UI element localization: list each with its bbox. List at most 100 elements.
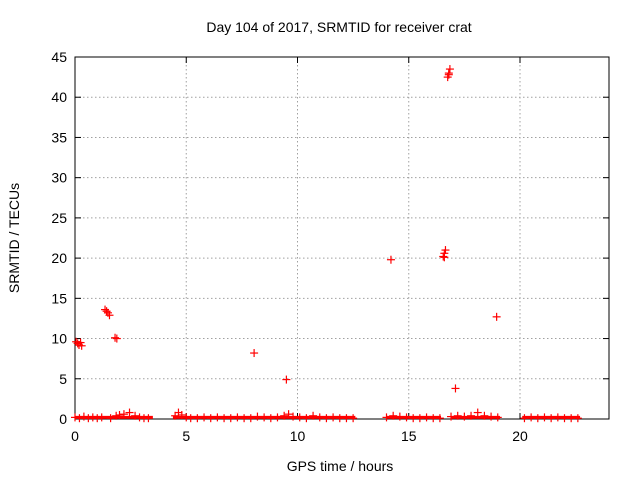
data-point (473, 408, 482, 417)
data-point (97, 413, 106, 422)
data-point (260, 413, 269, 422)
x-tick-label: 15 (401, 428, 417, 444)
data-point (382, 413, 391, 422)
data-point (342, 414, 351, 423)
data-point (135, 413, 144, 422)
data-point (302, 414, 311, 423)
y-tick-label: 45 (51, 49, 67, 65)
y-tick-label: 35 (51, 129, 67, 145)
data-point (487, 412, 496, 421)
data-point (402, 413, 411, 422)
data-point (106, 414, 115, 423)
data-point (429, 414, 438, 423)
data-point (415, 414, 424, 423)
data-point (280, 411, 289, 420)
data-point (93, 414, 102, 423)
y-tick-label: 10 (51, 331, 67, 347)
data-point (349, 414, 358, 423)
data-point (115, 410, 124, 419)
data-point (520, 414, 529, 423)
data-point (119, 410, 128, 419)
data-point (444, 70, 453, 79)
data-point (266, 414, 275, 423)
data-point (77, 341, 86, 350)
data-point (329, 413, 338, 422)
data-point (435, 414, 444, 423)
data-point (447, 412, 456, 421)
data-point (220, 414, 229, 423)
data-point (250, 349, 259, 358)
data-point (453, 411, 462, 420)
data-point (553, 413, 562, 422)
data-point (105, 311, 114, 320)
data-point (177, 410, 186, 419)
data-point (445, 65, 454, 74)
data-point (75, 414, 84, 423)
data-point (547, 414, 556, 423)
data-point (79, 412, 88, 421)
y-tick-label: 20 (51, 250, 67, 266)
data-point (233, 413, 242, 422)
data-point (240, 414, 249, 423)
data-point (422, 413, 431, 422)
y-tick-label: 40 (51, 89, 67, 105)
data-point (213, 413, 222, 422)
data-point (540, 413, 549, 422)
data-point (273, 413, 282, 422)
x-tick-label: 0 (71, 428, 79, 444)
data-point (567, 414, 576, 423)
data-point (335, 414, 344, 423)
data-point (182, 413, 191, 422)
data-point (492, 312, 501, 321)
data-point (112, 334, 121, 343)
data-point (386, 255, 395, 264)
data-point (441, 246, 450, 255)
data-point (315, 413, 324, 422)
plot-frame (74, 56, 610, 420)
x-axis-label: GPS time / hours (287, 458, 394, 474)
data-point (253, 412, 262, 421)
data-point (226, 414, 235, 423)
data-point (409, 414, 418, 423)
data-point (573, 414, 582, 423)
data-point (533, 414, 542, 423)
data-point (440, 253, 449, 262)
chart-title: Day 104 of 2017, SRMTID for receiver cra… (206, 19, 471, 35)
y-axis-label: SRMTID / TECUs (6, 183, 22, 293)
data-point (284, 410, 293, 419)
data-point (460, 412, 469, 421)
data-points (71, 65, 582, 423)
data-point (389, 411, 398, 420)
data-point (493, 413, 502, 422)
data-point (206, 414, 215, 423)
data-point (125, 408, 134, 417)
data-point (186, 414, 195, 423)
data-point (246, 414, 255, 423)
y-tick-label: 15 (51, 290, 67, 306)
data-point (322, 414, 331, 423)
data-point (144, 414, 153, 423)
y-tick-label: 25 (51, 210, 67, 226)
data-point (451, 384, 460, 393)
data-point (112, 411, 121, 420)
data-point (527, 413, 536, 422)
data-point (71, 413, 79, 422)
x-tick-label: 20 (512, 428, 528, 444)
y-tick-label: 30 (51, 170, 67, 186)
grid-lines (75, 57, 609, 419)
data-point (88, 413, 97, 422)
y-tick-label: 0 (59, 411, 67, 427)
data-point (111, 333, 120, 342)
data-point (84, 414, 93, 423)
data-point (131, 411, 140, 420)
data-point (395, 412, 404, 421)
data-point (560, 414, 569, 423)
x-tick-label: 5 (182, 428, 190, 444)
data-point (467, 411, 476, 420)
data-point (200, 413, 209, 422)
y-tick-label: 5 (59, 371, 67, 387)
data-point (480, 411, 489, 420)
data-point (282, 375, 291, 384)
data-point (309, 411, 318, 420)
